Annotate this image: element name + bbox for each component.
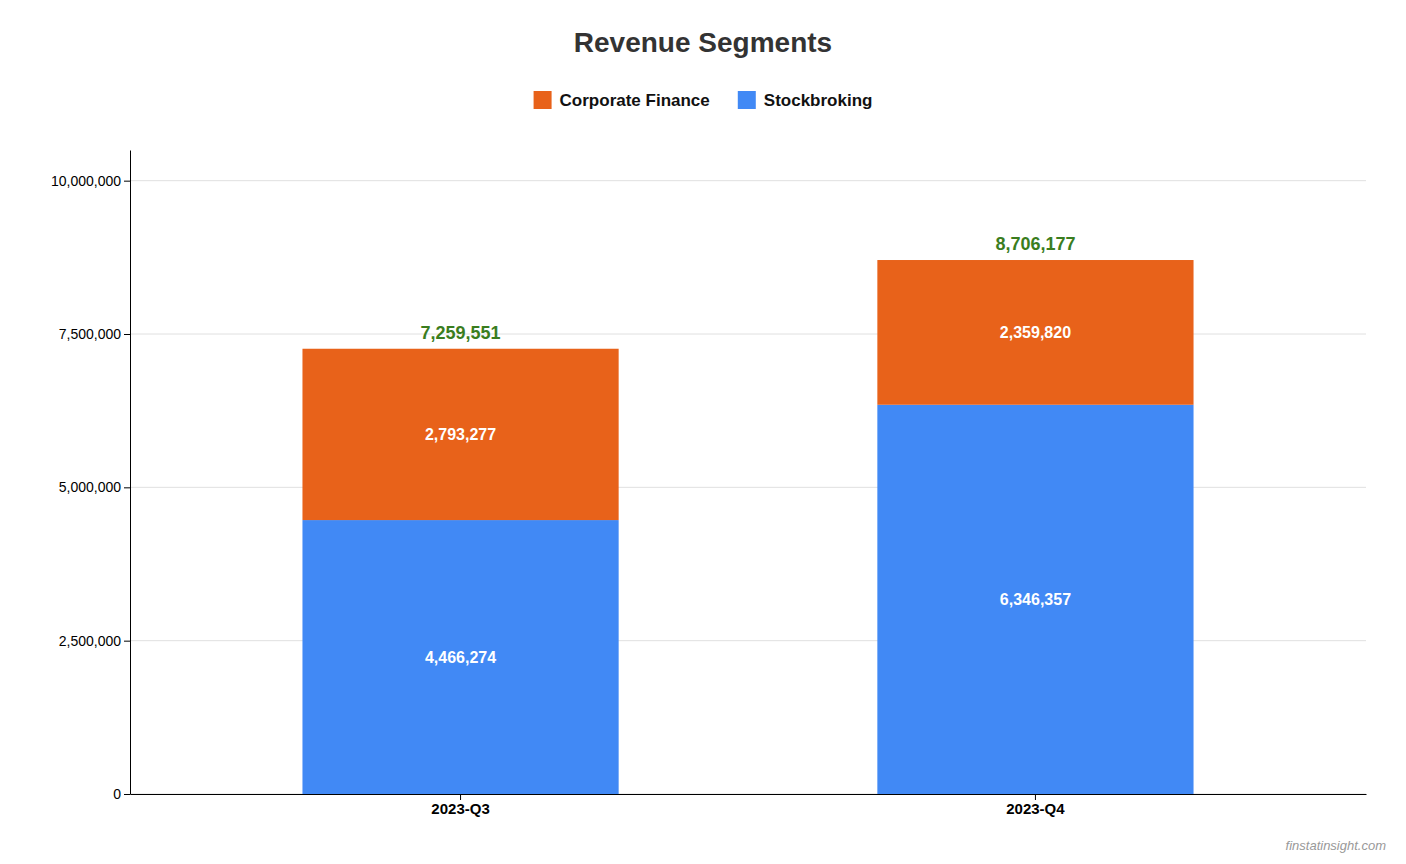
y-tick: 0 [113,786,130,802]
y-tick: 10,000,000 [51,173,130,189]
y-tick-mark [124,487,130,488]
y-axis-line [130,151,131,795]
legend-label: Corporate Finance [560,91,710,110]
chart-container: 4,466,2746,346,3572,793,2772,359,8207,25… [0,0,1406,864]
x-tick: 2023-Q3 [431,794,489,817]
legend-item: Stockbroking [738,91,873,110]
legend-label: Stockbroking [764,91,873,110]
y-tick-mark [124,794,130,795]
y-tick-label: 7,500,000 [59,326,121,342]
x-tick: 2023-Q4 [1006,794,1065,817]
bar [877,260,1193,405]
y-tick: 5,000,000 [59,479,130,495]
x-tick-label: 2023-Q3 [431,800,489,817]
y-tick-label: 5,000,000 [59,479,121,495]
legend-swatch [534,91,552,109]
x-axis-line [131,794,1367,795]
bar [302,349,618,520]
data-label: 4,466,274 [425,649,496,666]
y-tick-mark [124,641,130,642]
y-tick-label: 2,500,000 [59,633,121,649]
total-label: 8,706,177 [995,234,1075,254]
bar [877,405,1193,794]
y-tick-label: 0 [113,786,121,802]
grid [130,181,1366,794]
legend-item: Corporate Finance [534,91,710,110]
bars [302,260,1193,794]
data-label: 2,359,820 [1000,324,1071,341]
grid-line [130,180,1366,181]
x-axis: 2023-Q3 2023-Q4 [131,794,1367,817]
annotation: finstatinsight.com [1286,838,1387,853]
legend-swatch [738,91,756,109]
total-label: 7,259,551 [421,323,501,343]
data-labels: 4,466,274 6,346,357 2,793,277 2,359,820 [425,324,1071,666]
data-label: 6,346,357 [1000,591,1071,608]
title: Revenue Segments [574,27,832,58]
legend: Corporate Finance Stockbroking [534,91,873,110]
y-tick-label: 10,000,000 [51,173,121,189]
y-tick: 2,500,000 [59,633,130,649]
data-label: 2,793,277 [425,426,496,443]
bar [302,520,618,794]
chart: 4,466,2746,346,3572,793,2772,359,8207,25… [0,0,1406,864]
y-axis: 0 2,500,000 5,000,000 7,500,000 10,000,000 [51,151,131,802]
y-tick-mark [124,334,130,335]
y-tick: 7,500,000 [59,326,130,342]
y-tick-mark [124,181,130,182]
total-labels: 7,259,551 8,706,177 [421,234,1076,343]
x-tick-label: 2023-Q4 [1006,800,1065,817]
